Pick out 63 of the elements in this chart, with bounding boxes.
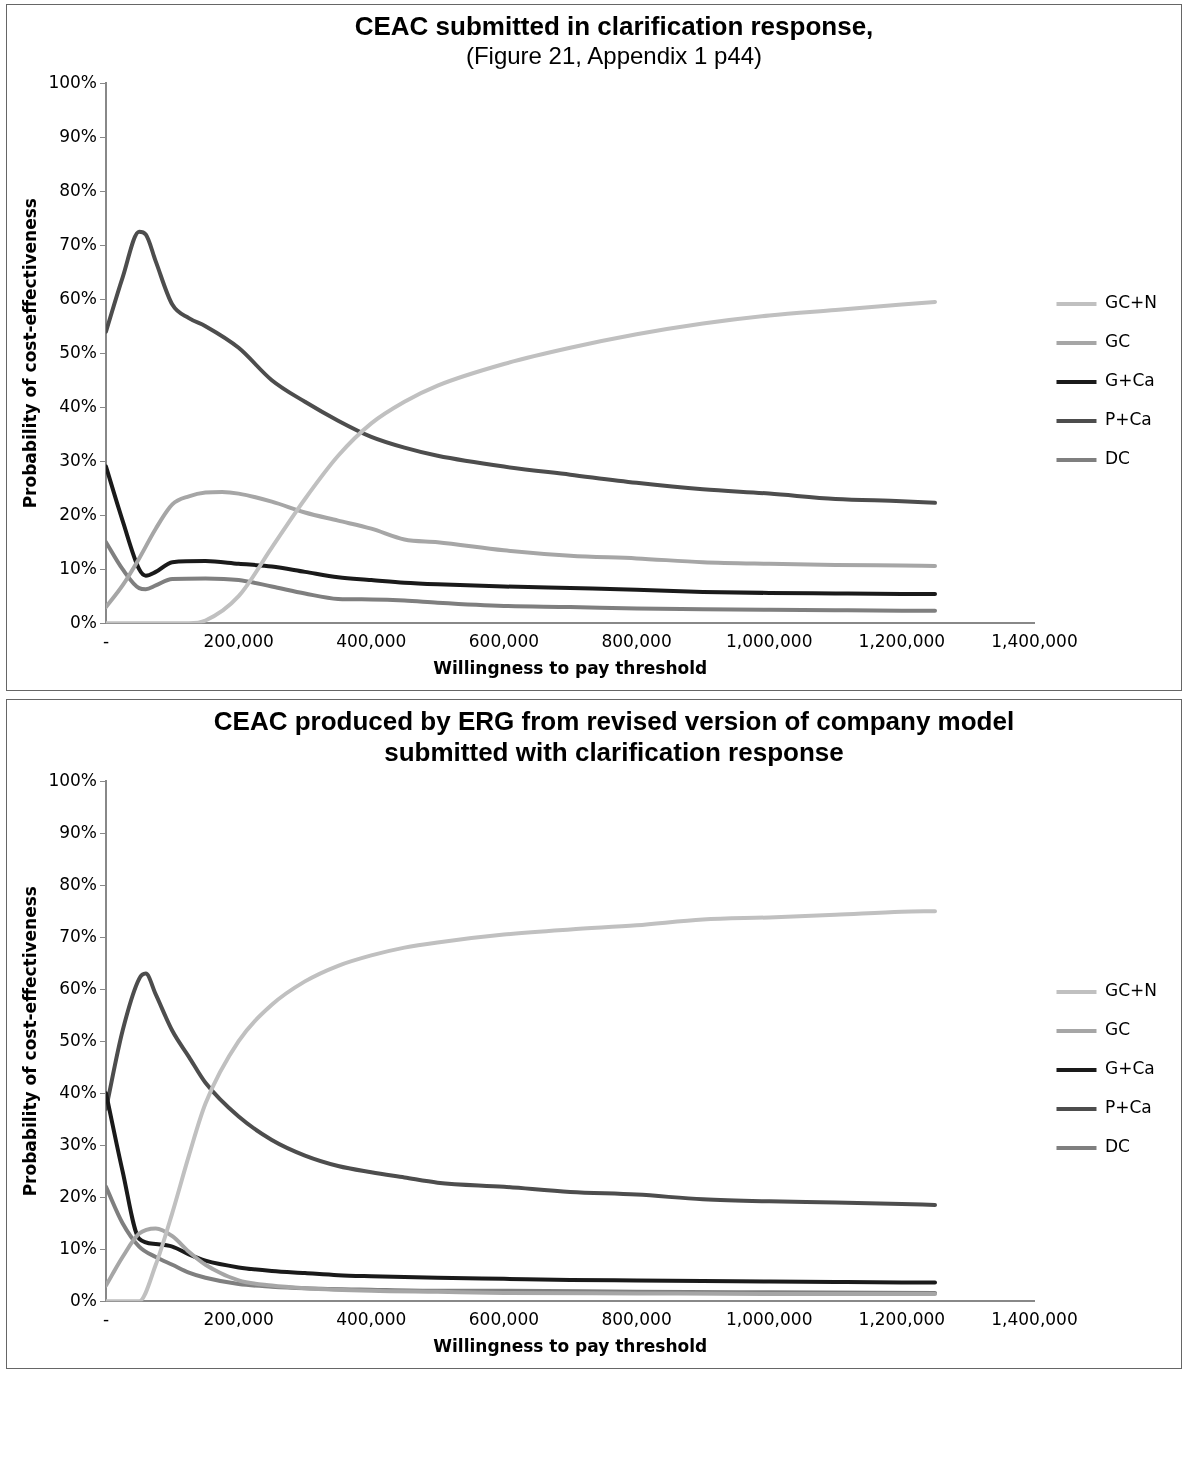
y-tick-label: 40% xyxy=(59,395,97,416)
x-tick-label: 400,000 xyxy=(336,630,407,651)
line-series xyxy=(106,909,938,1302)
x-tick-label: 400,000 xyxy=(336,1308,407,1329)
line-series xyxy=(106,489,938,609)
x-tick-label: 1,400,000 xyxy=(991,1308,1078,1329)
x-tick-label: 1,400,000 xyxy=(991,630,1078,651)
x-tick-label: 600,000 xyxy=(468,630,540,651)
chart-title: CEAC produced by ERG from revised version of company model submitted with clarification response xyxy=(212,705,1016,768)
y-tick-label: 20% xyxy=(59,1185,97,1206)
line-series xyxy=(106,299,938,624)
x-tick-label: 200,000 xyxy=(203,630,274,651)
legend-label: GC xyxy=(1105,1019,1131,1040)
y-tick-label: 0% xyxy=(70,611,97,632)
x-tick-label: 1,200,000 xyxy=(858,1308,946,1329)
y-tick-label: 80% xyxy=(59,179,97,200)
legend-label: DC xyxy=(1105,1136,1130,1157)
chart-title: CEAC submitted in clarification response, xyxy=(353,10,875,42)
y-tick-label: 0% xyxy=(70,1289,97,1310)
y-tick-label: 70% xyxy=(59,233,97,254)
legend-label: DC xyxy=(1105,448,1130,469)
x-tick-label: 200,000 xyxy=(203,1308,274,1329)
y-tick-label: 60% xyxy=(59,287,97,308)
y-tick-label: 100% xyxy=(48,71,97,92)
line-series xyxy=(106,229,938,505)
x-tick-label: 1,000,000 xyxy=(725,1308,813,1329)
y-tick-label: 90% xyxy=(59,125,97,146)
line-series xyxy=(106,971,938,1207)
x-tick-label: - xyxy=(102,1308,110,1329)
y-tick-label: 90% xyxy=(59,821,97,842)
legend-label: GC+N xyxy=(1105,980,1158,1001)
y-tick-label: 60% xyxy=(59,977,97,998)
x-axis-title: Willingness to pay threshold xyxy=(433,658,708,679)
y-tick-label: 40% xyxy=(59,1081,97,1102)
legend-label: G+Ca xyxy=(1105,370,1155,391)
line-series xyxy=(106,1226,938,1296)
line-series xyxy=(106,464,938,597)
x-tick-label: 800,000 xyxy=(601,1308,672,1329)
y-tick-label: 50% xyxy=(59,341,97,362)
x-axis-title: Willingness to pay threshold xyxy=(433,1336,708,1357)
legend-label: GC xyxy=(1105,331,1131,352)
y-tick-label: 80% xyxy=(59,873,97,894)
legend-label: P+Ca xyxy=(1105,1097,1152,1118)
x-tick-label: 1,200,000 xyxy=(858,630,946,651)
y-tick-label: 30% xyxy=(59,1133,97,1154)
legend-label: P+Ca xyxy=(1105,409,1152,430)
y-axis-title: Probability of cost-effectiveness xyxy=(19,198,40,509)
y-axis-title: Probability of cost-effectiveness xyxy=(19,886,40,1197)
x-tick-label: - xyxy=(102,630,110,651)
x-tick-label: 600,000 xyxy=(468,1308,540,1329)
y-tick-label: 10% xyxy=(59,557,97,578)
line-series xyxy=(106,1091,938,1285)
chart-subtitle: (Figure 21, Appendix 1 p44) xyxy=(464,42,764,70)
y-tick-label: 100% xyxy=(48,769,97,790)
x-tick-label: 800,000 xyxy=(601,630,672,651)
x-tick-label: 1,000,000 xyxy=(725,630,813,651)
legend-label: GC+N xyxy=(1105,292,1158,313)
y-tick-label: 70% xyxy=(59,925,97,946)
legend-label: G+Ca xyxy=(1105,1058,1155,1079)
y-tick-label: 10% xyxy=(59,1237,97,1258)
y-tick-label: 30% xyxy=(59,449,97,470)
y-tick-label: 20% xyxy=(59,503,97,524)
y-tick-label: 50% xyxy=(59,1029,97,1050)
